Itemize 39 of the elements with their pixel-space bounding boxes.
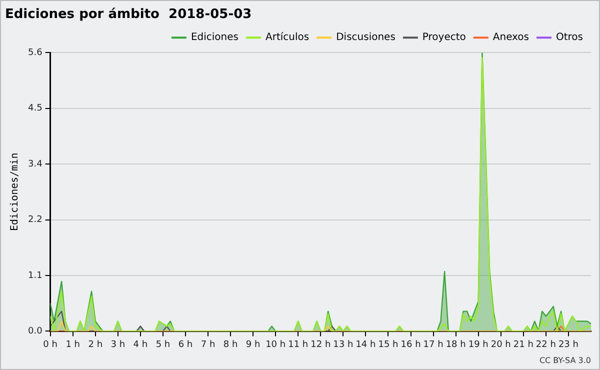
y-tick-label: 3.4 xyxy=(28,159,43,170)
x-tick-label: 14 h xyxy=(356,340,376,350)
legend-label: Artículos xyxy=(266,32,310,44)
x-tick-label: 7 h xyxy=(200,340,216,350)
y-tick-label: 5.6 xyxy=(28,48,43,58)
x-tick-label: 16 h xyxy=(400,340,421,350)
y-tick-label: 0.0 xyxy=(28,326,43,337)
y-axis-title: Ediciones/min xyxy=(10,152,21,232)
x-tick-label: 8 h xyxy=(223,340,238,350)
legend-label: Proyecto xyxy=(422,32,466,44)
x-tick-label: 12 h xyxy=(310,340,331,350)
x-tick-label: 21 h xyxy=(513,340,534,350)
x-tick-label: 15 h xyxy=(378,340,398,350)
x-tick-label: 20 h xyxy=(490,340,511,350)
x-tick-label: 5 h xyxy=(156,340,170,350)
x-tick-label: 4 h xyxy=(133,340,148,350)
legend-label: Discusiones xyxy=(336,32,396,44)
y-tick-label: 1.1 xyxy=(28,270,42,281)
x-tick-label: 3 h xyxy=(110,340,126,350)
x-tick-label: 9 h xyxy=(246,340,260,350)
x-tick-label: 6 h xyxy=(178,340,193,350)
text: CC BY-SA 3.0 xyxy=(539,356,591,365)
x-tick-label: 13 h xyxy=(333,340,354,350)
x-tick-label: 2 h xyxy=(88,340,103,350)
legend-label: Anexos xyxy=(492,32,529,44)
x-tick-label: 23 h xyxy=(558,340,578,350)
y-tick-label: 4.5 xyxy=(28,104,42,114)
legend-label: Ediciones xyxy=(190,32,239,44)
x-tick-label: 10 h xyxy=(266,340,286,350)
x-tick-label: 1 h xyxy=(66,340,80,350)
x-tick-label: 18 h xyxy=(446,340,466,350)
x-tick-label: 11 h xyxy=(288,340,308,350)
x-tick-label: 0 h xyxy=(43,340,58,350)
x-tick-label: 17 h xyxy=(423,340,444,350)
chart-title: Ediciones por ámbito 2018-05-03 xyxy=(5,7,252,22)
x-tick-label: 19 h xyxy=(468,340,488,350)
y-tick-label: 2.2 xyxy=(28,215,42,226)
legend-label: Otros xyxy=(556,32,584,44)
x-tick-label: 22 h xyxy=(536,340,556,350)
